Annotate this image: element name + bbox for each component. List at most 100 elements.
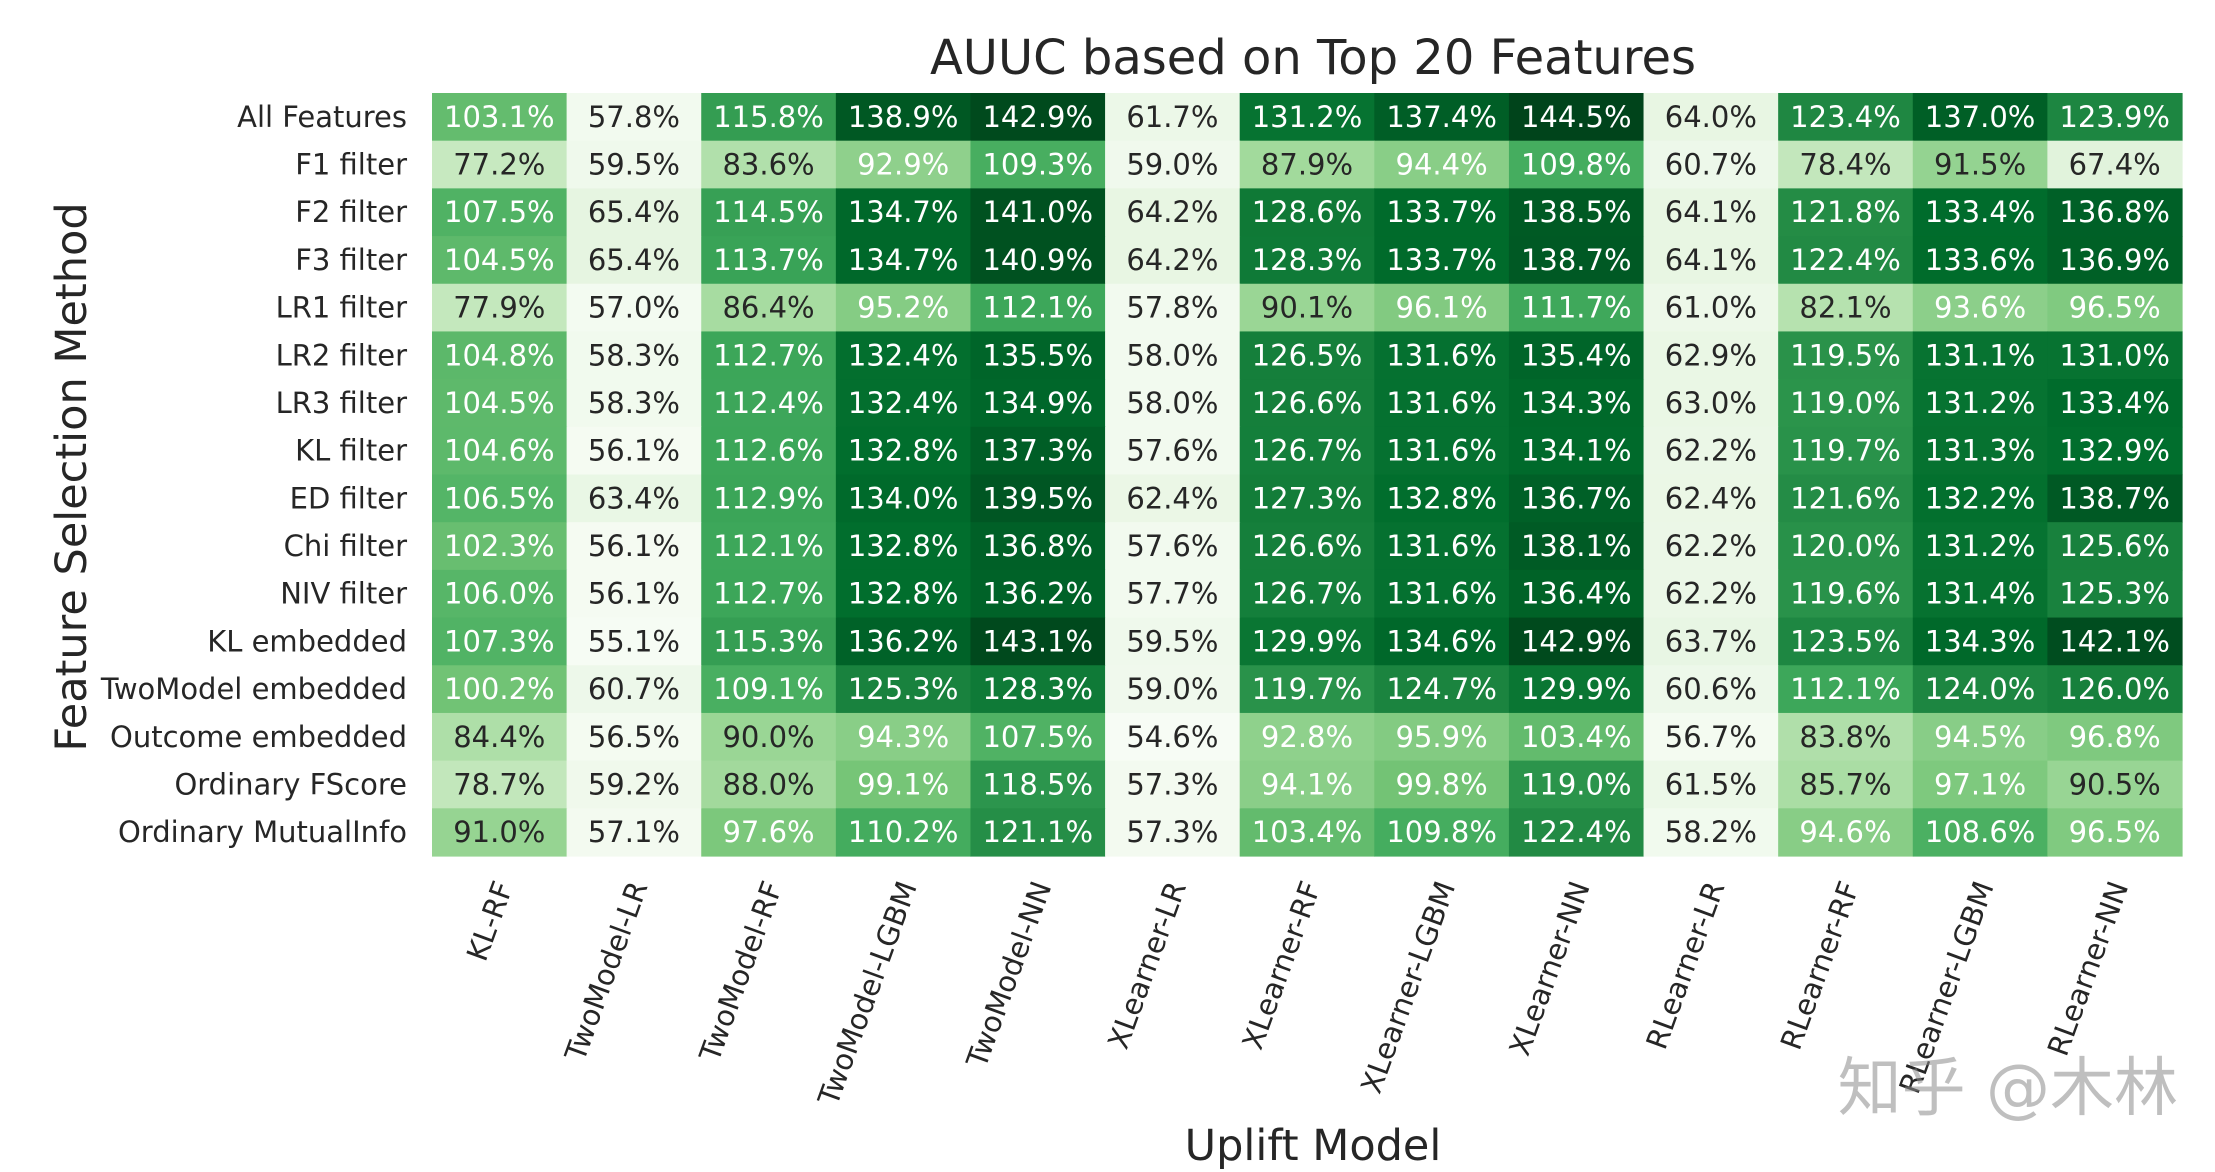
cell-value-label: 136.8% xyxy=(982,529,1093,563)
cell-value-label: 109.1% xyxy=(713,672,824,706)
cell-value-label: 92.9% xyxy=(857,148,949,182)
cell-value-label: 56.1% xyxy=(588,577,680,611)
cell-value-label: 129.9% xyxy=(1252,624,1363,658)
heatmap-cell xyxy=(970,426,1106,476)
cell-value-label: 59.5% xyxy=(588,148,680,182)
heatmap-cell xyxy=(835,665,972,714)
heatmap-cell xyxy=(1374,236,1510,285)
heatmap-cell xyxy=(2047,712,2183,762)
heatmap-cell xyxy=(1374,331,1510,380)
cell-value-label: 62.2% xyxy=(1665,577,1757,611)
heatmap-cell xyxy=(1912,426,2048,476)
heatmap-cell xyxy=(1508,712,1645,762)
heatmap-cell xyxy=(566,617,702,666)
heatmap-cells: 103.1% 57.8% 115.8% 138.9% 142.9% 61.7% 131.2%… xyxy=(432,93,2183,857)
cell-value-label: 92.8% xyxy=(1261,720,1353,754)
cell-value-label: 78.7% xyxy=(453,767,545,801)
heatmap-cell xyxy=(970,379,1106,428)
heatmap-cell xyxy=(701,188,837,237)
heatmap-cell xyxy=(1778,474,1914,523)
cell-value-label: 99.8% xyxy=(1396,767,1488,801)
cell-value-label: 132.4% xyxy=(848,386,959,420)
cell-value-label: 132.8% xyxy=(848,434,959,468)
heatmap-cell xyxy=(1508,426,1645,476)
row-label: NIV filter xyxy=(280,577,407,611)
heatmap-cell xyxy=(1508,93,1645,142)
cell-value-label: 108.6% xyxy=(1925,815,2036,849)
cell-value-label: 56.5% xyxy=(588,720,680,754)
heatmap-cell xyxy=(970,760,1106,809)
heatmap-cell xyxy=(1105,93,1241,142)
cell-value-label: 88.0% xyxy=(722,767,814,801)
cell-value-label: 103.4% xyxy=(1252,815,1363,849)
cell-value-label: 59.0% xyxy=(1126,148,1218,182)
cell-value-label: 57.8% xyxy=(1126,291,1218,325)
heatmap-cell xyxy=(1105,426,1241,476)
heatmap-cell xyxy=(1912,474,2048,523)
heatmap-cell xyxy=(970,712,1106,762)
heatmap-cell xyxy=(1508,474,1645,523)
heatmap-cell xyxy=(1778,188,1914,237)
cell-value-label: 85.7% xyxy=(1799,767,1891,801)
heatmap-cell xyxy=(1239,617,1375,666)
cell-value-label: 131.0% xyxy=(2059,338,2170,372)
cell-value-label: 90.1% xyxy=(1261,291,1353,325)
cell-value-label: 131.1% xyxy=(1925,338,2036,372)
heatmap-cell xyxy=(835,474,972,523)
cell-value-label: 132.8% xyxy=(848,577,959,611)
heatmap-cell xyxy=(2047,331,2183,380)
heatmap-cell xyxy=(2047,474,2183,523)
cell-value-label: 65.4% xyxy=(588,195,680,229)
cell-value-label: 119.0% xyxy=(1521,767,1632,801)
cell-value-label: 131.2% xyxy=(1252,100,1363,134)
cell-value-label: 95.2% xyxy=(857,291,949,325)
heatmap-cell xyxy=(566,379,702,428)
heatmap-cell xyxy=(970,331,1106,380)
cell-value-label: 112.4% xyxy=(713,386,824,420)
cell-value-label: 133.6% xyxy=(1925,243,2036,277)
column-label: TwoModel-RF xyxy=(692,877,789,1067)
heatmap-cell xyxy=(1105,331,1241,380)
heatmap-cell xyxy=(1778,426,1914,476)
cell-value-label: 77.9% xyxy=(453,291,545,325)
heatmap-cell xyxy=(1778,140,1914,189)
cell-value-label: 125.3% xyxy=(2059,577,2170,611)
cell-value-label: 128.3% xyxy=(1252,243,1363,277)
heatmap-cell xyxy=(1912,522,2048,571)
heatmap-cell xyxy=(1778,283,1914,333)
row-label: Ordinary FScore xyxy=(174,767,407,801)
cell-value-label: 86.4% xyxy=(722,291,814,325)
cell-value-label: 63.0% xyxy=(1665,386,1757,420)
heatmap-cell xyxy=(701,665,837,714)
cell-value-label: 57.8% xyxy=(588,100,680,134)
heatmap-cell xyxy=(432,283,568,333)
heatmap-cell xyxy=(566,569,702,619)
heatmap-cell xyxy=(1912,808,2048,857)
heatmap-cell xyxy=(970,617,1106,666)
heatmap-cell xyxy=(1374,808,1510,857)
cell-value-label: 131.6% xyxy=(1386,529,1497,563)
heatmap-cell xyxy=(2047,140,2183,189)
cell-value-label: 107.5% xyxy=(982,720,1093,754)
cell-value-label: 141.0% xyxy=(982,195,1093,229)
cell-value-label: 126.0% xyxy=(2059,672,2170,706)
cell-value-label: 63.7% xyxy=(1665,624,1757,658)
cell-value-label: 91.0% xyxy=(453,815,545,849)
cell-value-label: 142.9% xyxy=(1521,624,1632,658)
cell-value-label: 131.6% xyxy=(1386,338,1497,372)
heatmap-cell xyxy=(1105,236,1241,285)
heatmap-cell xyxy=(1374,522,1510,571)
heatmap-cell xyxy=(701,93,837,142)
cell-value-label: 67.4% xyxy=(2069,148,2161,182)
cell-value-label: 100.2% xyxy=(444,672,555,706)
heatmap-cell xyxy=(2047,188,2183,237)
heatmap-cell xyxy=(1778,617,1914,666)
heatmap-cell xyxy=(1239,760,1375,809)
heatmap-cell xyxy=(1374,569,1510,619)
cell-value-label: 131.2% xyxy=(1925,386,2036,420)
heatmap-cell xyxy=(2047,379,2183,428)
heatmap-cell xyxy=(432,188,568,237)
cell-value-label: 93.6% xyxy=(1934,291,2026,325)
cell-value-label: 109.3% xyxy=(982,148,1093,182)
